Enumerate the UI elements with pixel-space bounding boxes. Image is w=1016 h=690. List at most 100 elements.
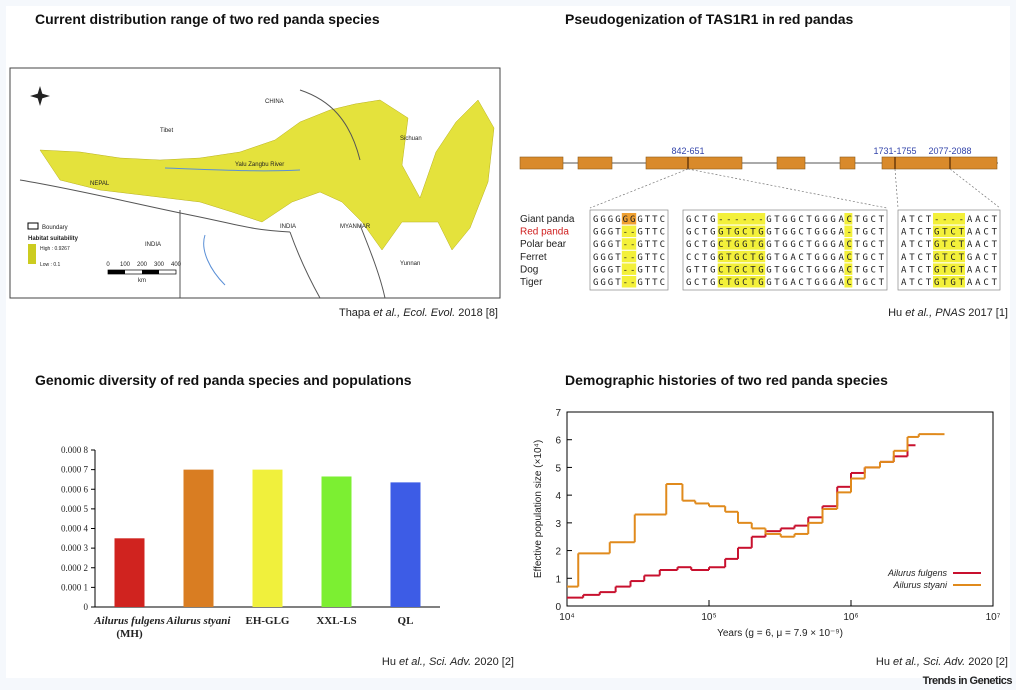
- citation-rest: 2020 [2]: [968, 656, 1008, 668]
- citation-journal: Sci. Adv.: [923, 656, 965, 668]
- legend-label: Ailurus fulgens: [887, 568, 948, 578]
- citation-journal: PNAS: [935, 307, 966, 319]
- exon: [882, 157, 997, 169]
- y-tick-label: 7: [555, 408, 561, 419]
- footer: Trends in Genetics: [923, 675, 1013, 687]
- citation-etal: et al.,: [399, 656, 426, 668]
- citation-rest: 2020 [2]: [474, 656, 514, 668]
- map-label: Tibet: [160, 128, 173, 134]
- citation-rest: 2017 [1]: [968, 307, 1008, 319]
- map-label: CHINA: [265, 99, 284, 105]
- x-tick-sublabel: (MH): [116, 628, 143, 640]
- chart-title: Genomic diversity of red panda species a…: [35, 372, 412, 388]
- y-tick-label: 5: [555, 463, 561, 474]
- species-label: Polar bear: [520, 239, 567, 250]
- scale-label: 400: [171, 262, 182, 268]
- y-tick-label: 2: [555, 547, 561, 558]
- y-tick-label: 0.000 5: [61, 504, 89, 514]
- legend-boundary: Boundary: [42, 225, 68, 231]
- citation-journal: Ecol. Evol.: [403, 307, 455, 319]
- citation-author: Thapa: [339, 307, 371, 319]
- map-label: Yalu Zangbu River: [235, 162, 284, 168]
- species-label: Red panda: [520, 227, 569, 238]
- scale-bar-fill: [142, 270, 159, 274]
- species-label: Ferret: [520, 252, 547, 263]
- y-tick-label: 0.000 8: [61, 445, 89, 455]
- citation-etal: et al.,: [893, 656, 920, 668]
- x-tick-label: 10⁶: [843, 612, 858, 623]
- x-tick-label: Ailurus fulgens: [93, 615, 165, 627]
- map-label: INDIA: [145, 242, 161, 248]
- citation-author: Hu: [888, 307, 902, 319]
- bar: [115, 538, 145, 607]
- map-label: NEPAL: [90, 181, 110, 187]
- citation-author: Hu: [382, 656, 396, 668]
- bar: [322, 476, 352, 607]
- bar: [184, 470, 214, 607]
- species-label: Giant panda: [520, 214, 575, 225]
- y-tick-label: 0.000 3: [61, 543, 89, 553]
- scale-label: 200: [137, 262, 148, 268]
- legend-label: Ailurus styani: [892, 580, 948, 590]
- sequence: GGGGGGGTTC: [593, 215, 665, 225]
- species-label: Tiger: [520, 277, 543, 288]
- x-tick-label: 10⁵: [701, 612, 716, 623]
- exon: [840, 157, 855, 169]
- panel-title: Pseudogenization of TAS1R1 in red pandas: [565, 11, 854, 27]
- exon: [777, 157, 805, 169]
- panel-title: Current distribution range of two red pa…: [35, 11, 380, 27]
- citation-etal: et al.,: [905, 307, 932, 319]
- y-tick-label: 4: [555, 491, 561, 502]
- y-tick-label: 0: [84, 602, 89, 612]
- region-label: 2077-2088: [928, 146, 971, 156]
- x-tick-label: Ailurus styani: [166, 615, 232, 627]
- sequence: GGGT--GTTC: [593, 228, 665, 238]
- y-tick-label: 1: [555, 574, 561, 585]
- scale-unit: km: [138, 278, 146, 284]
- sequence: GGGT--GTTC: [593, 265, 665, 275]
- scale-bar-fill: [108, 270, 125, 274]
- citation-journal: Sci. Adv.: [429, 656, 471, 668]
- exon: [520, 157, 563, 169]
- species-label: Dog: [520, 264, 538, 275]
- citation: Hu et al., Sci. Adv. 2020 [2]: [876, 656, 1008, 668]
- y-tick-label: 0.000 6: [61, 484, 89, 494]
- sequence: GGGT--GTTC: [593, 240, 665, 250]
- citation-etal: et al.,: [373, 307, 400, 319]
- citation-author: Hu: [876, 656, 890, 668]
- exon: [578, 157, 612, 169]
- y-tick-label: 6: [555, 436, 561, 447]
- x-tick-label: 10⁴: [559, 612, 574, 623]
- legend-swatch: [28, 223, 38, 229]
- x-tick-label: EH-GLG: [245, 615, 289, 627]
- citation: Hu et al., PNAS 2017 [1]: [888, 307, 1008, 319]
- y-tick-label: 0.000 2: [61, 563, 88, 573]
- legend-heading: Habitat suitability: [28, 236, 79, 242]
- y-tick-label: 0.000 7: [61, 465, 89, 475]
- map-label: Sichuan: [400, 136, 422, 142]
- chart-title: Demographic histories of two red panda s…: [565, 372, 888, 388]
- map-label: INDIA: [280, 224, 296, 230]
- scale-label: 100: [120, 262, 131, 268]
- y-axis-label: Effective population size (×10⁴): [533, 440, 544, 578]
- citation: Hu et al., Sci. Adv. 2020 [2]: [382, 656, 514, 668]
- x-tick-label: XXL-LS: [316, 615, 356, 627]
- legend-low: Low : 0.1: [40, 262, 61, 268]
- bar: [391, 482, 421, 607]
- exon: [646, 157, 742, 169]
- figure: Current distribution range of two red pa…: [0, 0, 1016, 690]
- sequence: GGGT--GTTC: [593, 278, 665, 288]
- citation: Thapa et al., Ecol. Evol. 2018 [8]: [339, 307, 498, 319]
- y-tick-label: 0.000 4: [61, 524, 89, 534]
- map-label: Yunnan: [400, 261, 420, 267]
- x-tick-label: QL: [398, 615, 414, 627]
- map-label: MYANMAR: [340, 224, 371, 230]
- scale-label: 300: [154, 262, 165, 268]
- citation-rest: 2018 [8]: [458, 307, 498, 319]
- x-axis-label: Years (g = 6, μ = 7.9 × 10⁻⁹): [717, 628, 843, 639]
- region-label: 842-651: [671, 146, 704, 156]
- bar: [253, 470, 283, 607]
- sequence: GGGT--GTTC: [593, 253, 665, 263]
- y-tick-label: 3: [555, 519, 561, 530]
- region-label: 1731-1755: [873, 146, 916, 156]
